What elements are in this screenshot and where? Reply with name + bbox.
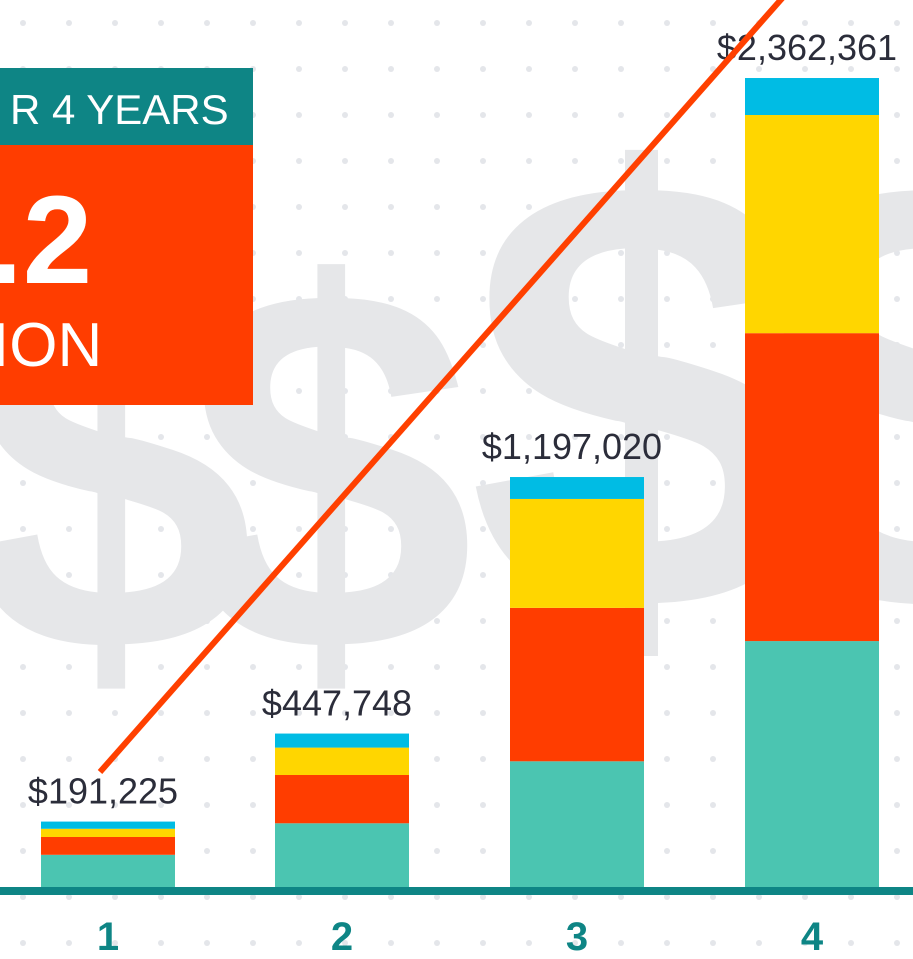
bar-segment [745, 333, 879, 642]
total-label: $1,197,020 [482, 426, 662, 467]
panel-unit: ION [0, 311, 102, 380]
bar-segment [510, 607, 644, 762]
bar-segment [745, 641, 879, 887]
x-tick-label: 1 [97, 915, 119, 959]
x-tick-label: 3 [566, 915, 588, 959]
x-tick-label: 4 [801, 915, 824, 959]
total-label: $191,225 [28, 771, 178, 812]
bar-segment [275, 747, 409, 776]
bar-segment [510, 477, 644, 499]
total-label: $447,748 [262, 683, 412, 724]
bar-segment [41, 836, 175, 855]
bar-segment [41, 821, 175, 829]
bar-segment [745, 115, 879, 334]
bar-segment [510, 761, 644, 887]
bar-segment [275, 775, 409, 824]
bar-segment [41, 828, 175, 837]
baseline [0, 887, 913, 895]
bar-segment [41, 854, 175, 887]
bar-segment [275, 733, 409, 748]
bar-segment [510, 498, 644, 608]
panel-body [0, 145, 253, 405]
bar-segment [745, 78, 879, 116]
panel-header: R 4 YEARS [10, 86, 229, 133]
x-tick-label: 2 [331, 915, 353, 959]
panel-header-bg [0, 68, 253, 145]
bar-segment [275, 823, 409, 887]
total-label: $2,362,361 [717, 27, 897, 68]
trend-line [97, 0, 785, 774]
panel-figure: .2 [0, 171, 92, 310]
